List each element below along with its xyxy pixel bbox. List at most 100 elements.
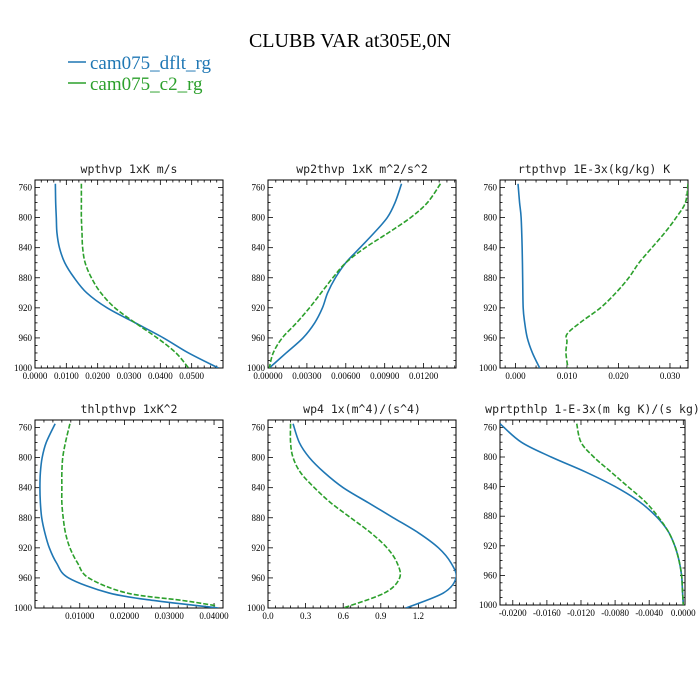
x-tick-label: 0.030 [660, 371, 681, 381]
panel-title: wp4 1x(m^4)/(s^4) [303, 402, 421, 416]
legend-entry-dflt: cam075_dflt_rg [68, 53, 212, 74]
x-tick-label: 0.01200 [409, 371, 439, 381]
y-tick-label: 920 [484, 303, 498, 313]
x-tick-label: 1.2 [413, 611, 424, 621]
series-line-c2 [575, 423, 685, 605]
y-tick-label: 960 [19, 573, 33, 583]
y-tick-label: 800 [252, 213, 266, 223]
x-tick-label: 0.0400 [148, 371, 173, 381]
x-tick-label: 0.0500 [179, 371, 204, 381]
x-tick-label: 0.00900 [370, 371, 400, 381]
y-tick-label: 760 [252, 183, 266, 193]
y-tick-label: 840 [484, 243, 498, 253]
plot-frame [267, 179, 457, 369]
panel-title: wp2thvp 1xK m^2/s^2 [296, 162, 428, 176]
x-tick-label: -0.0200 [499, 608, 527, 618]
y-tick-label: 760 [19, 423, 33, 433]
x-tick-label: 0.00300 [292, 371, 322, 381]
y-tick-label: 840 [19, 483, 33, 493]
series-line-dflt [268, 183, 403, 368]
panel-title: wprtpthlp 1-E-3x(m kg K)/(s kg) [485, 402, 700, 416]
y-tick-label: 880 [252, 273, 266, 283]
plot-frame [267, 419, 457, 609]
series-line-dflt [517, 183, 541, 368]
y-tick-label: 760 [19, 183, 33, 193]
y-tick-label: 760 [484, 183, 498, 193]
series-line-dflt [39, 423, 219, 608]
y-tick-label: 920 [484, 541, 498, 551]
y-tick-label: 840 [484, 482, 498, 492]
y-tick-label: 1000 [14, 603, 33, 613]
series-line-c2 [60, 423, 217, 607]
y-tick-label: 920 [19, 543, 33, 553]
panel-6: wprtpthlp 1-E-3x(m kg K)/(s kg) 760 800 840… [479, 402, 700, 618]
y-tick-label: 880 [19, 513, 33, 523]
y-tick-label: 1000 [247, 603, 266, 613]
y-tick-label: 760 [484, 422, 498, 432]
x-tick-label: -0.0040 [635, 608, 663, 618]
series-line-dflt [54, 183, 219, 368]
legend-label-dflt: cam075_dflt_rg [90, 53, 212, 74]
panel-4: thlpthvp 1xK^2 760 800 840 880 920 960 1000 0.01… [14, 402, 229, 621]
panel-title: wpthvp 1xK m/s [81, 162, 178, 176]
x-tick-label: 0.0100 [54, 371, 79, 381]
y-tick-label: 800 [19, 453, 33, 463]
panel-5: wp4 1x(m^4)/(s^4)76080084088092096010000… [247, 402, 457, 621]
x-tick-label: 0.01000 [65, 611, 95, 621]
series-line-c2 [268, 183, 442, 368]
x-tick-label: 0.0200 [85, 371, 110, 381]
plot-frame [499, 419, 686, 606]
series-line-c2 [289, 423, 402, 608]
x-tick-label: 0.000 [505, 371, 526, 381]
x-tick-label: 0.00000 [253, 371, 283, 381]
plot-frame [34, 179, 224, 369]
x-tick-label: 0.00600 [331, 371, 361, 381]
y-tick-label: 960 [19, 333, 33, 343]
x-tick-label: 0.0 [262, 611, 274, 621]
x-tick-label: 0.0000 [23, 371, 48, 381]
series-line-c2 [565, 183, 688, 368]
y-tick-label: 880 [19, 273, 33, 283]
y-tick-label: 960 [484, 333, 498, 343]
y-tick-label: 960 [484, 570, 498, 580]
y-tick-label: 800 [19, 213, 33, 223]
y-tick-label: 800 [252, 453, 266, 463]
x-tick-label: 0.6 [338, 611, 350, 621]
y-tick-label: 920 [252, 303, 266, 313]
y-tick-label: 1000 [14, 363, 33, 373]
y-tick-label: 800 [484, 213, 498, 223]
x-tick-label: 0.3 [300, 611, 312, 621]
x-tick-label: -0.0080 [601, 608, 629, 618]
y-tick-label: 960 [252, 573, 266, 583]
y-tick-label: 800 [484, 452, 498, 462]
legend: cam075_dflt_rg cam075_c2_rg [68, 53, 212, 95]
panel-title: rtpthvp 1E-3x(kg/kg) K [518, 162, 670, 176]
series-line-c2 [80, 183, 190, 368]
y-tick-label: 760 [252, 423, 266, 433]
x-tick-label: 0.9 [375, 611, 387, 621]
plot-frame [34, 419, 224, 609]
y-tick-label: 840 [252, 243, 266, 253]
y-tick-label: 840 [19, 243, 33, 253]
x-tick-label: 0.0000 [671, 608, 696, 618]
legend-entry-c2: cam075_c2_rg [68, 74, 203, 95]
legend-label-c2: cam075_c2_rg [90, 74, 203, 95]
x-tick-label: -0.0160 [533, 608, 561, 618]
panel-1: wpthvp 1xK m/s 760 800 840 880 920 960 10000.00… [14, 162, 224, 381]
y-tick-label: 880 [252, 513, 266, 523]
y-tick-label: 880 [484, 511, 498, 521]
series-line-dflt [292, 423, 456, 608]
x-tick-label: -0.0120 [567, 608, 595, 618]
panel-title: thlpthvp 1xK^2 [81, 402, 178, 416]
y-tick-label: 920 [252, 543, 266, 553]
panels: wpthvp 1xK m/s76080084088092096010000.00… [14, 162, 700, 621]
y-tick-label: 1000 [479, 600, 498, 610]
plot-frame [499, 179, 689, 369]
x-tick-label: 0.0300 [117, 371, 142, 381]
panel-2: wp2thvp 1xK m^2/s^2 760 800 840 880 920 960 100… [247, 162, 457, 381]
y-tick-label: 960 [252, 333, 266, 343]
x-tick-label: 0.04000 [199, 611, 229, 621]
y-tick-label: 840 [252, 483, 266, 493]
x-tick-label: 0.03000 [155, 611, 185, 621]
